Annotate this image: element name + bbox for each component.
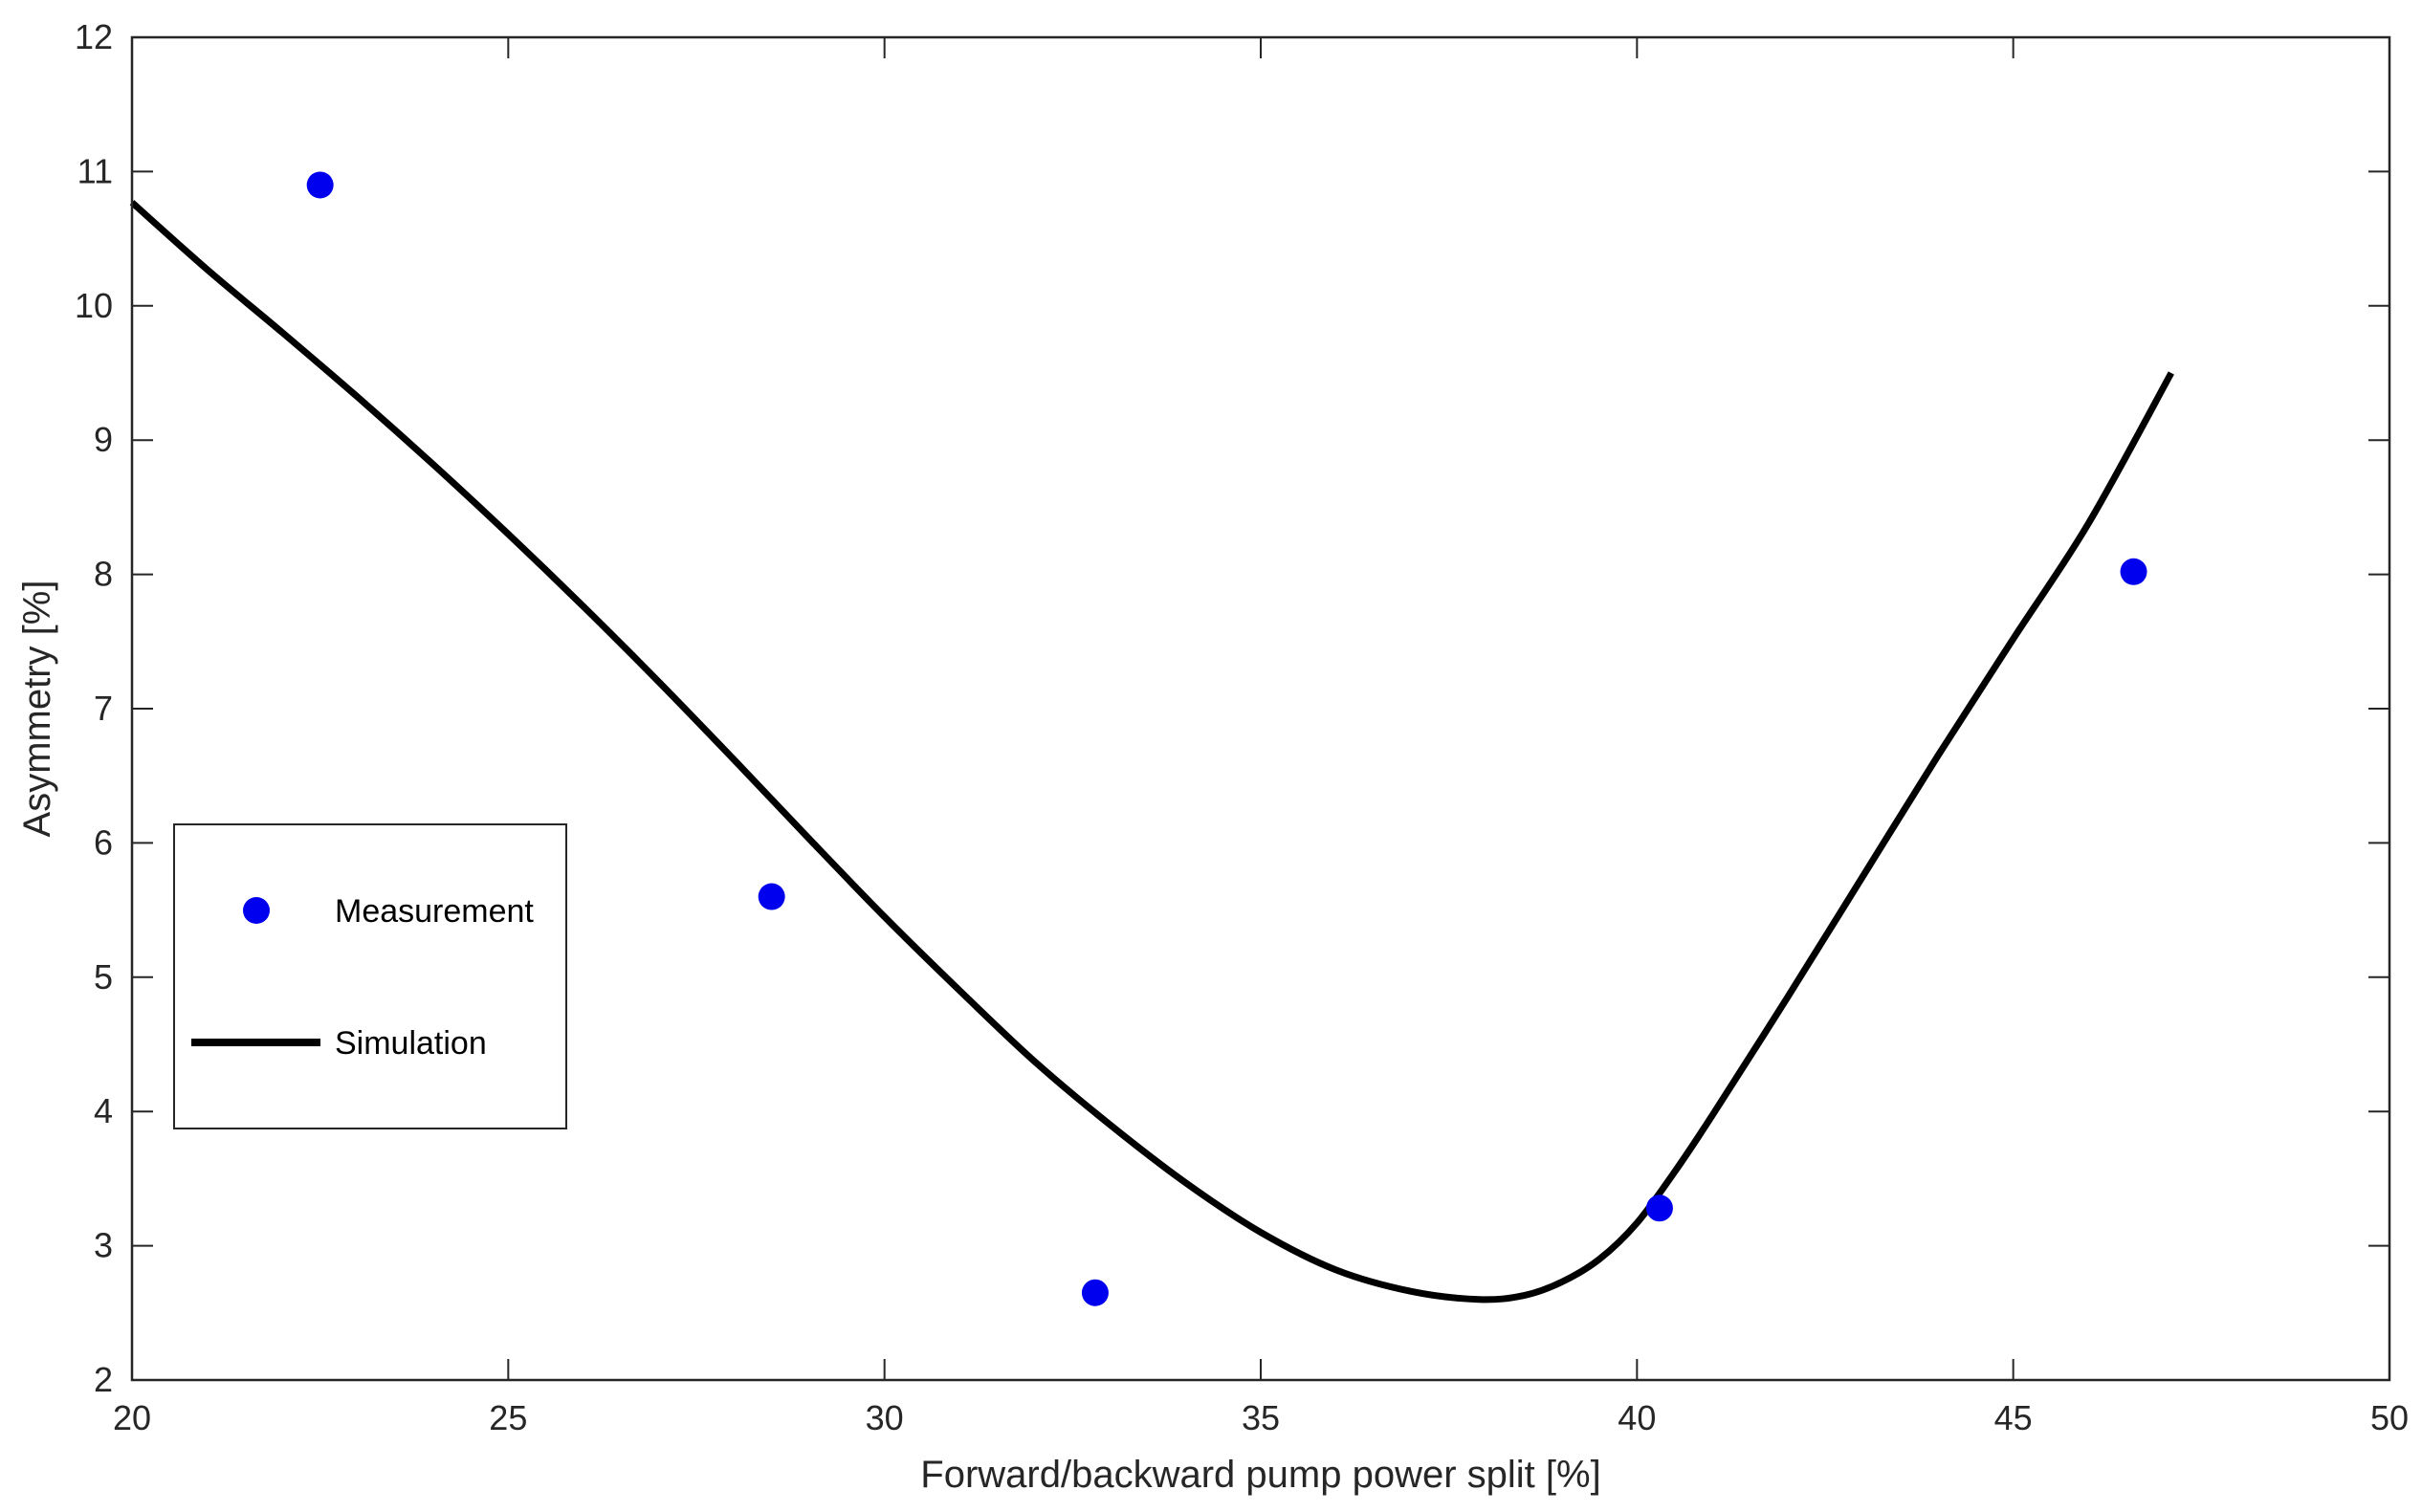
legend-label-simulation: Simulation: [335, 1025, 487, 1062]
x-axis-label: Forward/backward pump power split [%]: [920, 1454, 1600, 1496]
plot-frame: [130, 35, 2391, 1382]
x-tick-label: 20: [113, 1398, 151, 1437]
y-tick-label: 7: [94, 689, 113, 728]
y-tick-label: 4: [94, 1091, 113, 1130]
legend-label-measurement: Measurement: [335, 893, 534, 930]
measurement-point: [1645, 1194, 1673, 1222]
measurement-point: [1081, 1279, 1109, 1306]
x-tick-label: 30: [866, 1398, 904, 1437]
simulation-line: [129, 200, 2174, 1304]
y-tick-label: 8: [94, 555, 113, 594]
legend: Measurement Simulation: [173, 823, 567, 1129]
x-tick-label: 25: [489, 1398, 527, 1437]
y-tick-label: 12: [75, 17, 113, 56]
y-tick-label: 9: [94, 420, 113, 459]
y-axis-label: Asymmetry [%]: [16, 581, 58, 838]
measurement-point: [758, 883, 785, 910]
legend-marker-measurement: [243, 897, 270, 924]
legend-box: [173, 823, 567, 1129]
simulation-series: [129, 200, 2174, 1304]
x-tick-label: 40: [1618, 1398, 1656, 1437]
measurement-point: [2120, 558, 2147, 585]
y-tick-label: 11: [77, 151, 113, 190]
y-tick-label: 3: [94, 1226, 113, 1265]
y-tick-label: 10: [75, 286, 113, 325]
x-tick-label: 35: [1242, 1398, 1280, 1437]
y-tick-label: 2: [94, 1360, 113, 1399]
measurement-series: [306, 171, 2147, 1306]
x-tick-label: 45: [1994, 1398, 2033, 1437]
y-tick-label: 6: [94, 822, 113, 862]
y-tick-label: 5: [94, 957, 113, 997]
x-tick-label: 50: [2370, 1398, 2409, 1437]
measurement-point: [306, 171, 334, 199]
